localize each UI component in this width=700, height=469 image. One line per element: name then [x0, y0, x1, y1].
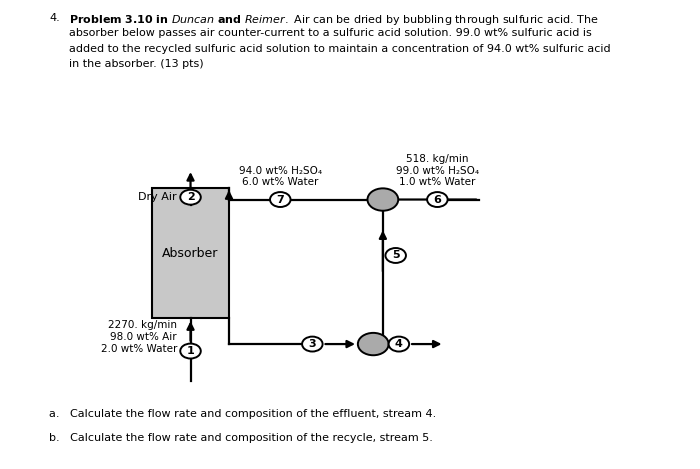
Text: 518. kg/min
99.0 wt% H₂SO₄
1.0 wt% Water: 518. kg/min 99.0 wt% H₂SO₄ 1.0 wt% Water — [395, 154, 479, 188]
Text: 7: 7 — [276, 195, 284, 204]
FancyBboxPatch shape — [152, 188, 229, 318]
Text: 4.: 4. — [50, 13, 60, 23]
Circle shape — [386, 248, 406, 263]
Text: 5: 5 — [392, 250, 400, 260]
Circle shape — [368, 189, 398, 211]
Text: 2: 2 — [187, 192, 195, 202]
Text: 3: 3 — [309, 339, 316, 349]
Circle shape — [389, 337, 410, 352]
Text: 2270. kg/min
98.0 wt% Air
2.0 wt% Water: 2270. kg/min 98.0 wt% Air 2.0 wt% Water — [101, 320, 177, 354]
Circle shape — [358, 333, 388, 355]
Text: in the absorber. (13 pts): in the absorber. (13 pts) — [69, 59, 203, 69]
Circle shape — [181, 344, 201, 358]
Circle shape — [181, 190, 201, 204]
Circle shape — [302, 337, 323, 352]
Circle shape — [427, 192, 447, 207]
Circle shape — [270, 192, 290, 207]
Text: b.   Calculate the flow rate and composition of the recycle, stream 5.: b. Calculate the flow rate and compositi… — [50, 432, 433, 443]
Text: $\mathbf{Problem\ 3.10\ in}$ $\mathit{Duncan}$ $\mathbf{and}$ $\mathit{Reimer.}$: $\mathbf{Problem\ 3.10\ in}$ $\mathit{Du… — [69, 13, 598, 27]
Text: 94.0 wt% H₂SO₄
6.0 wt% Water: 94.0 wt% H₂SO₄ 6.0 wt% Water — [239, 166, 322, 188]
Text: a.   Calculate the flow rate and composition of the effluent, stream 4.: a. Calculate the flow rate and compositi… — [50, 409, 437, 419]
Text: 1: 1 — [187, 346, 195, 356]
Text: absorber below passes air counter-current to a sulfuric acid solution. 99.0 wt% : absorber below passes air counter-curren… — [69, 29, 592, 38]
Text: 6: 6 — [433, 195, 441, 204]
Text: Absorber: Absorber — [162, 247, 218, 260]
Text: added to the recycled sulfuric acid solution to maintain a concentration of 94.0: added to the recycled sulfuric acid solu… — [69, 44, 610, 54]
Text: Dry Air: Dry Air — [139, 192, 177, 202]
Text: 4: 4 — [395, 339, 402, 349]
